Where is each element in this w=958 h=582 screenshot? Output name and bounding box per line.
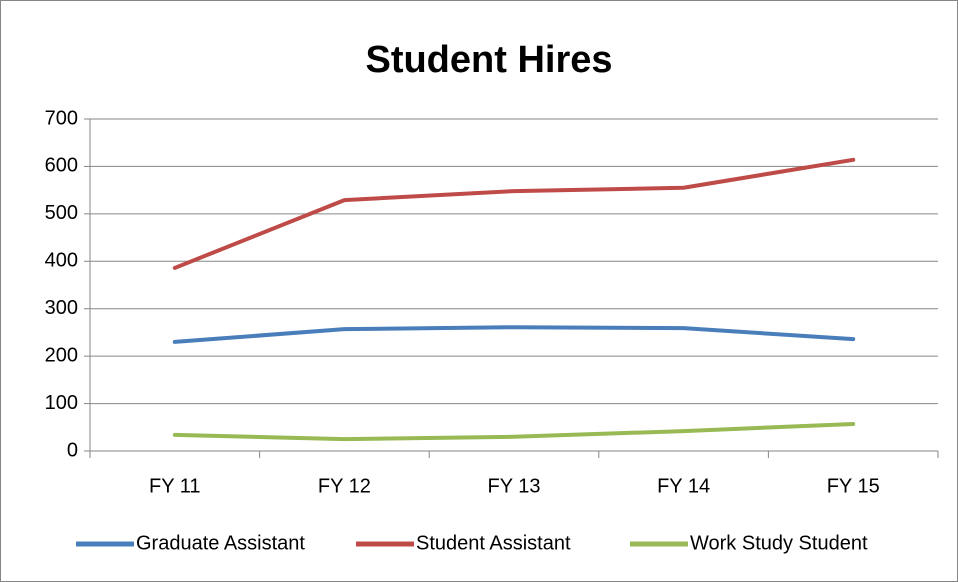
y-tick-label: 200 <box>45 344 78 366</box>
x-tick-label: FY 15 <box>827 475 880 497</box>
chart-title: Student Hires <box>365 39 612 81</box>
x-tick-label: FY 11 <box>149 475 201 497</box>
y-tick-label: 400 <box>45 250 78 272</box>
y-tick-label: 0 <box>67 439 78 461</box>
x-tick-label: FY 14 <box>657 475 710 497</box>
x-tick-label: FY 12 <box>318 475 371 497</box>
legend-label: Student Assistant <box>416 532 571 554</box>
legend-label: Work Study Student <box>690 532 868 554</box>
series-line <box>172 325 856 344</box>
legend-label: Graduate Assistant <box>136 532 305 554</box>
y-tick-label: 500 <box>45 202 78 224</box>
y-tick-label: 300 <box>45 297 78 319</box>
y-tick-label: 600 <box>45 155 78 177</box>
series-line <box>172 421 856 442</box>
y-tick-label: 100 <box>45 392 78 414</box>
y-tick-label: 700 <box>45 107 78 129</box>
x-tick-label: FY 13 <box>488 475 541 497</box>
series-line <box>172 157 856 270</box>
